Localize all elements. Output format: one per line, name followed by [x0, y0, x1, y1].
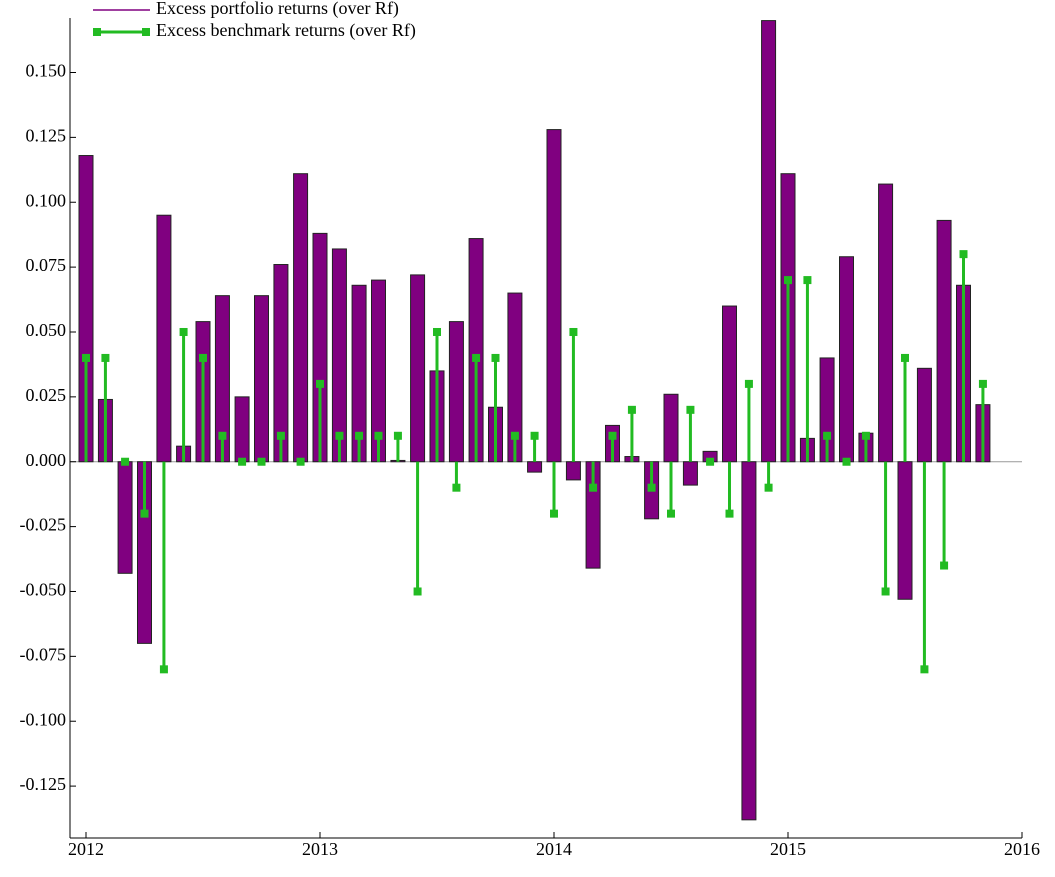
bar: [722, 305, 737, 463]
bar: [936, 219, 952, 463]
y-tick-label: -0.075: [20, 644, 67, 664]
stem-marker: [589, 483, 598, 492]
bar: [156, 214, 172, 463]
y-tick-label: 0.125: [26, 125, 67, 145]
bar: [448, 321, 464, 463]
x-tick-label: 2012: [68, 839, 104, 859]
stem-marker: [901, 353, 909, 362]
stem-marker: [433, 327, 441, 336]
bar: [117, 461, 133, 574]
stem-marker: [803, 276, 812, 285]
x-tick-label: 2013: [302, 839, 338, 859]
stem-marker: [608, 431, 617, 440]
legend-label: Excess benchmark returns (over Rf): [156, 20, 416, 41]
stem-marker: [725, 509, 734, 518]
stem-marker: [316, 379, 324, 388]
stem-marker: [823, 431, 832, 440]
stem-marker: [647, 483, 656, 492]
stem-marker: [121, 457, 130, 466]
bar: [565, 461, 581, 481]
y-tick-label: 0.050: [26, 320, 67, 340]
bar: [878, 183, 894, 463]
bar: [254, 295, 269, 463]
stem-marker: [82, 353, 90, 362]
stem-marker: [199, 353, 207, 362]
stem-marker: [959, 250, 968, 259]
y-tick-label: 0.075: [26, 255, 67, 275]
stem-marker: [784, 276, 792, 285]
stem-marker: [374, 431, 383, 440]
stem-marker: [101, 353, 110, 362]
stem-marker: [452, 483, 461, 492]
stem-marker: [978, 379, 987, 388]
legend-marker: [93, 28, 101, 36]
stem-marker: [627, 405, 636, 414]
stem-marker: [393, 431, 402, 440]
bar: [741, 461, 757, 821]
x-tick-label: 2014: [536, 839, 572, 859]
legend-label: Excess portfolio returns (over Rf): [156, 0, 399, 19]
stem-marker: [491, 353, 500, 362]
stem-marker: [530, 431, 539, 440]
stem-marker: [764, 483, 773, 492]
stem-marker: [218, 431, 227, 440]
bar: [331, 248, 347, 463]
x-tick-label: 2016: [1004, 839, 1040, 859]
bar: [682, 461, 698, 486]
stem-marker: [842, 457, 851, 466]
stem-marker: [355, 431, 364, 440]
bar: [916, 367, 932, 463]
bar: [839, 256, 854, 463]
bar: [897, 461, 913, 600]
stem-marker: [569, 327, 578, 336]
y-tick-label: 0.025: [26, 385, 67, 405]
stem-marker: [159, 665, 168, 674]
y-tick-label: 0.150: [26, 61, 67, 81]
bar: [234, 396, 250, 463]
stem-marker: [940, 561, 949, 570]
bar: [663, 393, 679, 463]
stem-marker: [686, 405, 695, 414]
stem-marker: [744, 379, 753, 388]
stem-marker: [238, 457, 247, 466]
stem-marker: [706, 457, 715, 466]
legend-marker: [142, 28, 150, 36]
stem-marker: [257, 457, 266, 466]
y-tick-label: 0.100: [26, 190, 67, 210]
stem-marker: [861, 431, 870, 440]
y-tick-label: -0.050: [20, 580, 67, 600]
stem-marker: [296, 457, 305, 466]
bar: [410, 274, 426, 463]
bar: [527, 461, 543, 473]
stem-marker: [667, 509, 675, 518]
stem-marker: [335, 431, 344, 440]
y-tick-label: 0.000: [26, 450, 67, 470]
x-tick-label: 2015: [770, 839, 806, 859]
bar: [293, 173, 309, 463]
y-tick-label: -0.100: [20, 709, 67, 729]
stem-marker: [472, 353, 481, 362]
y-tick-label: -0.125: [20, 774, 67, 794]
bar: [761, 20, 777, 463]
stem-marker: [276, 431, 285, 440]
stem-marker: [510, 431, 519, 440]
stem-marker: [550, 509, 558, 518]
stem-marker: [179, 327, 188, 336]
stem-marker: [140, 509, 149, 518]
stem-marker: [920, 665, 929, 674]
bar: [546, 129, 562, 463]
y-tick-label: -0.025: [20, 515, 67, 535]
stem-marker: [413, 587, 422, 596]
stem-marker: [881, 587, 890, 596]
